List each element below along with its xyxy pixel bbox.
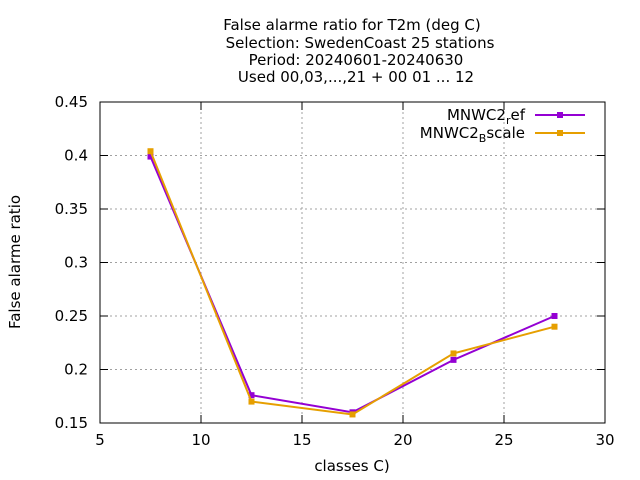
- data-point: [551, 313, 558, 319]
- series-1: [147, 153, 558, 416]
- title-line-3: Period: 20240601-20240630: [249, 51, 464, 69]
- x-tick-label: 15: [292, 431, 311, 449]
- x-tick-label: 25: [494, 431, 513, 449]
- legend-swatch-point: [557, 130, 563, 136]
- series-line: [149, 156, 555, 414]
- data-point: [248, 398, 255, 405]
- data-point: [450, 350, 457, 357]
- y-tick-label: 0.15: [55, 414, 88, 432]
- y-tick-label: 0.3: [64, 254, 88, 272]
- title-line-4: Used 00,03,...,21 + 00 01 ... 12: [238, 68, 474, 86]
- data-point: [551, 323, 558, 330]
- data-point: [147, 148, 154, 155]
- series-line: [149, 150, 555, 416]
- y-tick-label: 0.35: [55, 200, 88, 218]
- series-2: [147, 148, 558, 418]
- legend-label: MNWC2ref: [447, 106, 526, 127]
- legend-label: MNWC2Bscale: [420, 124, 525, 145]
- y-tick-label: 0.4: [64, 147, 88, 165]
- y-tick-label: 0.2: [64, 361, 88, 379]
- plot-frame: [99, 101, 606, 424]
- grid: [100, 102, 605, 423]
- x-tick-label: 20: [393, 431, 412, 449]
- series: [147, 148, 558, 418]
- axis-ticks: 0.15 0.2 0.25 0.3 0.35 0.4 0.45 5 10 15 20 25 30: [55, 93, 615, 449]
- chart-title: False alarme ratio for T2m (deg C) Selec…: [223, 16, 494, 86]
- x-axis-label: classes C): [314, 457, 389, 475]
- x-tick-label: 10: [191, 431, 210, 449]
- y-tick-label: 0.45: [55, 93, 88, 111]
- data-point: [147, 153, 154, 160]
- y-axis-label: False alarme ratio: [6, 195, 24, 329]
- title-line-2: Selection: SwedenCoast 25 stations: [226, 34, 495, 52]
- data-point: [450, 356, 457, 363]
- x-tick-label: 5: [95, 431, 105, 449]
- data-point: [349, 411, 356, 418]
- x-tick-label: 30: [595, 431, 614, 449]
- y-tick-label: 0.25: [55, 307, 88, 325]
- title-line-1: False alarme ratio for T2m (deg C): [223, 16, 481, 34]
- legend-swatch-point: [557, 112, 563, 118]
- data-point: [248, 392, 255, 399]
